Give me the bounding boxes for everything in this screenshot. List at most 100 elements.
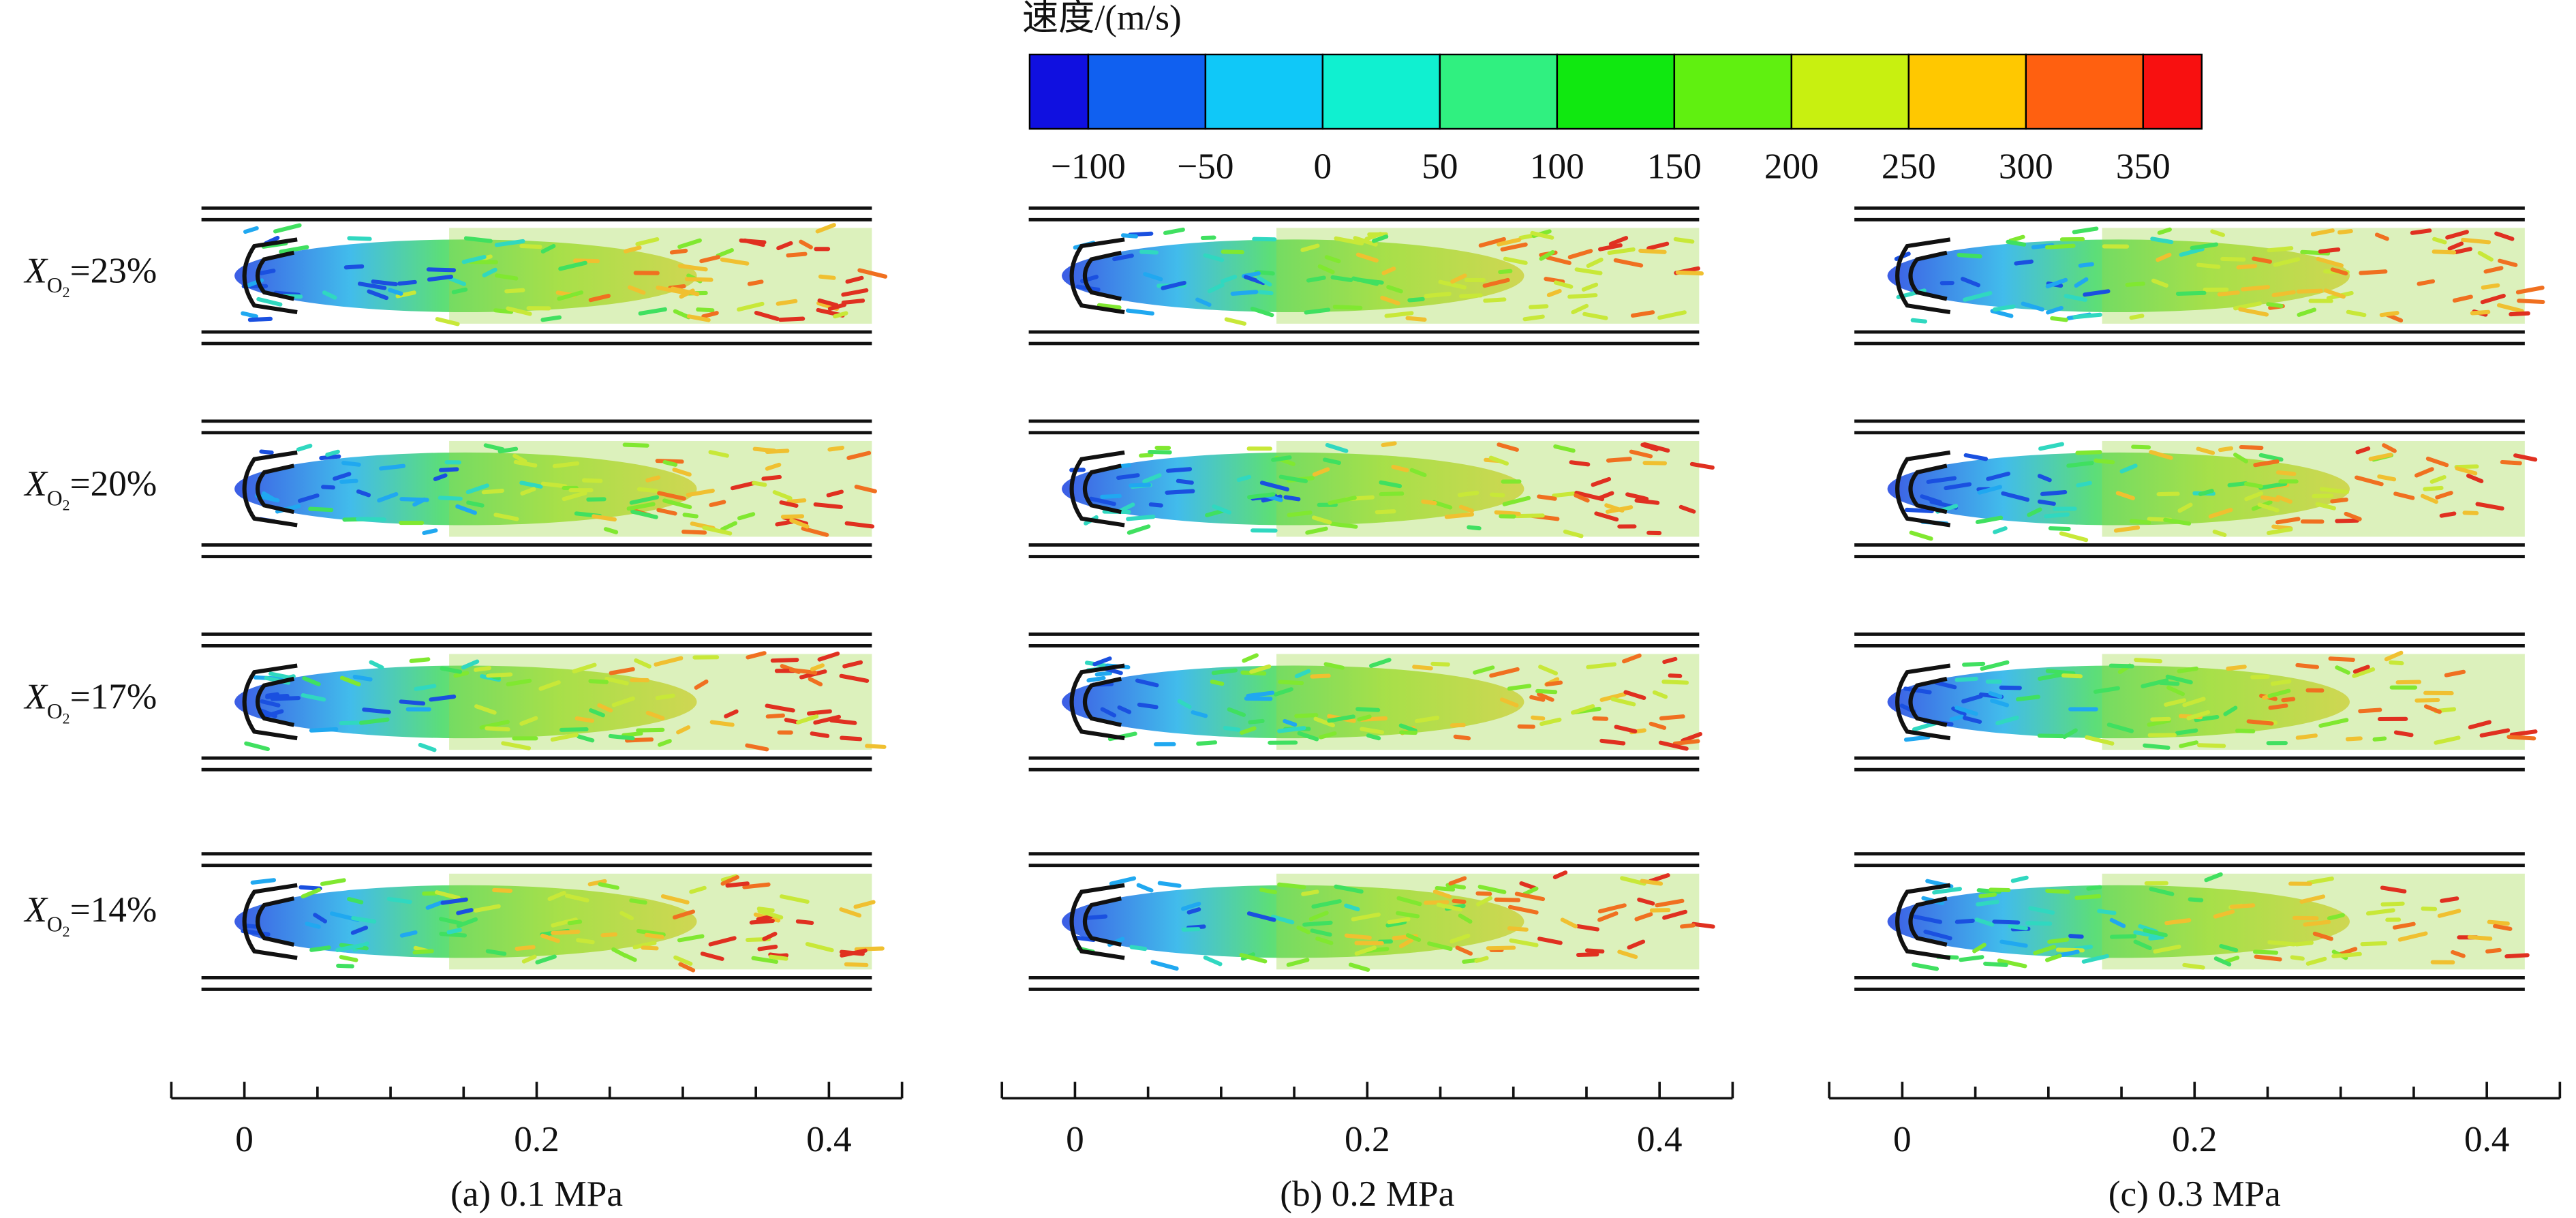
vortex-streak [1211,668,1238,675]
vortex-streak [645,710,665,720]
vortex-streak [1117,705,1132,714]
vortex-streak [520,487,536,496]
vortex-streak [2275,495,2293,504]
vortex-streak [2164,698,2187,707]
vortex-streak [839,907,862,918]
vortex-streak [515,945,536,951]
vortex-streak [2109,917,2126,928]
vortex-streak [1385,919,1407,928]
vortex-streak [1522,886,1539,896]
vortex-streak [2131,444,2151,450]
vortex-streak [2479,728,2511,738]
vortex-streak [724,709,739,718]
vortex-streak [1977,485,2002,495]
vortex-streak [2273,257,2301,267]
vortex-streak [1976,900,1999,907]
vortex-streak [1157,881,1182,888]
vortex-streak [1980,660,2010,671]
vortex-streak [841,288,869,297]
vortex-streak [2006,239,2027,247]
vortex-streak [588,679,609,684]
vortex-streak [1584,948,1605,954]
vortex-streak [1330,275,1353,282]
vortex-streak [2219,944,2239,953]
vortex-streak [1294,669,1311,679]
vortex-streak [2360,941,2388,947]
vortex-streak [256,296,283,307]
vortex-streak [2379,311,2399,318]
vortex-streak [2075,450,2102,455]
vortex-streak [482,267,497,277]
vortex-streak [2451,950,2466,958]
vortex-streak [485,949,507,956]
vortex-streak [2281,697,2296,703]
vortex-streak [1259,481,1289,492]
vortex-streak [1923,929,1952,941]
vortex-streak [2275,470,2297,476]
vortex-streak [1240,726,1257,735]
vortex-streak [2266,302,2284,308]
vortex-streak [1538,665,1559,675]
vortex-streak [1186,907,1201,915]
vortex-streak [2175,290,2207,296]
vortex-streak [644,932,664,939]
vortex-streak [2033,945,2057,956]
vortex-streak [2268,703,2288,710]
vortex-streak [305,922,321,929]
vortex-streak [662,498,692,510]
vortex-streak [1366,733,1381,741]
vortex-streak [1313,716,1336,728]
vortex-streak [597,703,613,713]
vortex-streak [422,528,438,535]
vortex-streak [2327,913,2345,921]
vortex-streak [2227,481,2248,487]
vortex-streak [2299,894,2326,904]
flow-panel [201,852,885,991]
vortex-streak [1135,678,1159,688]
vortex-streak [2252,256,2272,264]
row-label-subscript-index: 2 [63,498,70,514]
vortex-streak [1997,958,2027,969]
vortex-streak [817,651,840,662]
vortex-streak [335,943,364,952]
colorbar-tick-label: 100 [1530,147,1584,187]
vortex-streak [1993,304,2016,311]
vortex-streak [2217,290,2240,296]
vortex-streak [1553,280,1574,289]
vortex-streak [1507,904,1539,915]
vortex-streak [1452,898,1467,904]
vortex-streak [2487,919,2510,926]
vortex-streak [2315,502,2336,511]
vortex-streak [805,942,834,953]
vortex-streak [1435,886,1456,892]
vortex-streak [1498,269,1513,275]
vortex-streak [2239,444,2264,451]
vortex-streak [1545,680,1563,687]
colorbar-tick-label: 50 [1422,147,1458,187]
vortex-streak [813,714,842,725]
vortex-streak [2149,450,2173,460]
vortex-streak [709,720,735,727]
flow-panel [1028,206,1704,346]
vortex-streak [756,914,773,922]
vortex-streak [1960,277,1980,288]
vortex-streak [1642,442,1670,453]
vortex-streak [768,952,788,959]
vortex-streak [844,521,875,529]
vortex-streak [676,725,691,735]
vortex-streak [1477,885,1507,894]
vortex-streak [558,260,587,271]
vortex-streak [2454,464,2479,470]
vortex-streak [2382,443,2397,453]
flow-core [1062,665,1524,739]
flow-panels [201,206,2545,991]
vortex-streak [827,445,844,452]
row-label-subscript-index: 2 [63,710,70,727]
colorbar-tick-label: 350 [2116,147,2171,187]
vortex-streak [2258,453,2284,462]
vortex-streak [1088,496,1116,506]
vortex-streak [1581,282,1599,292]
vortex-streak [672,909,696,919]
vortex-streak [2468,720,2491,730]
